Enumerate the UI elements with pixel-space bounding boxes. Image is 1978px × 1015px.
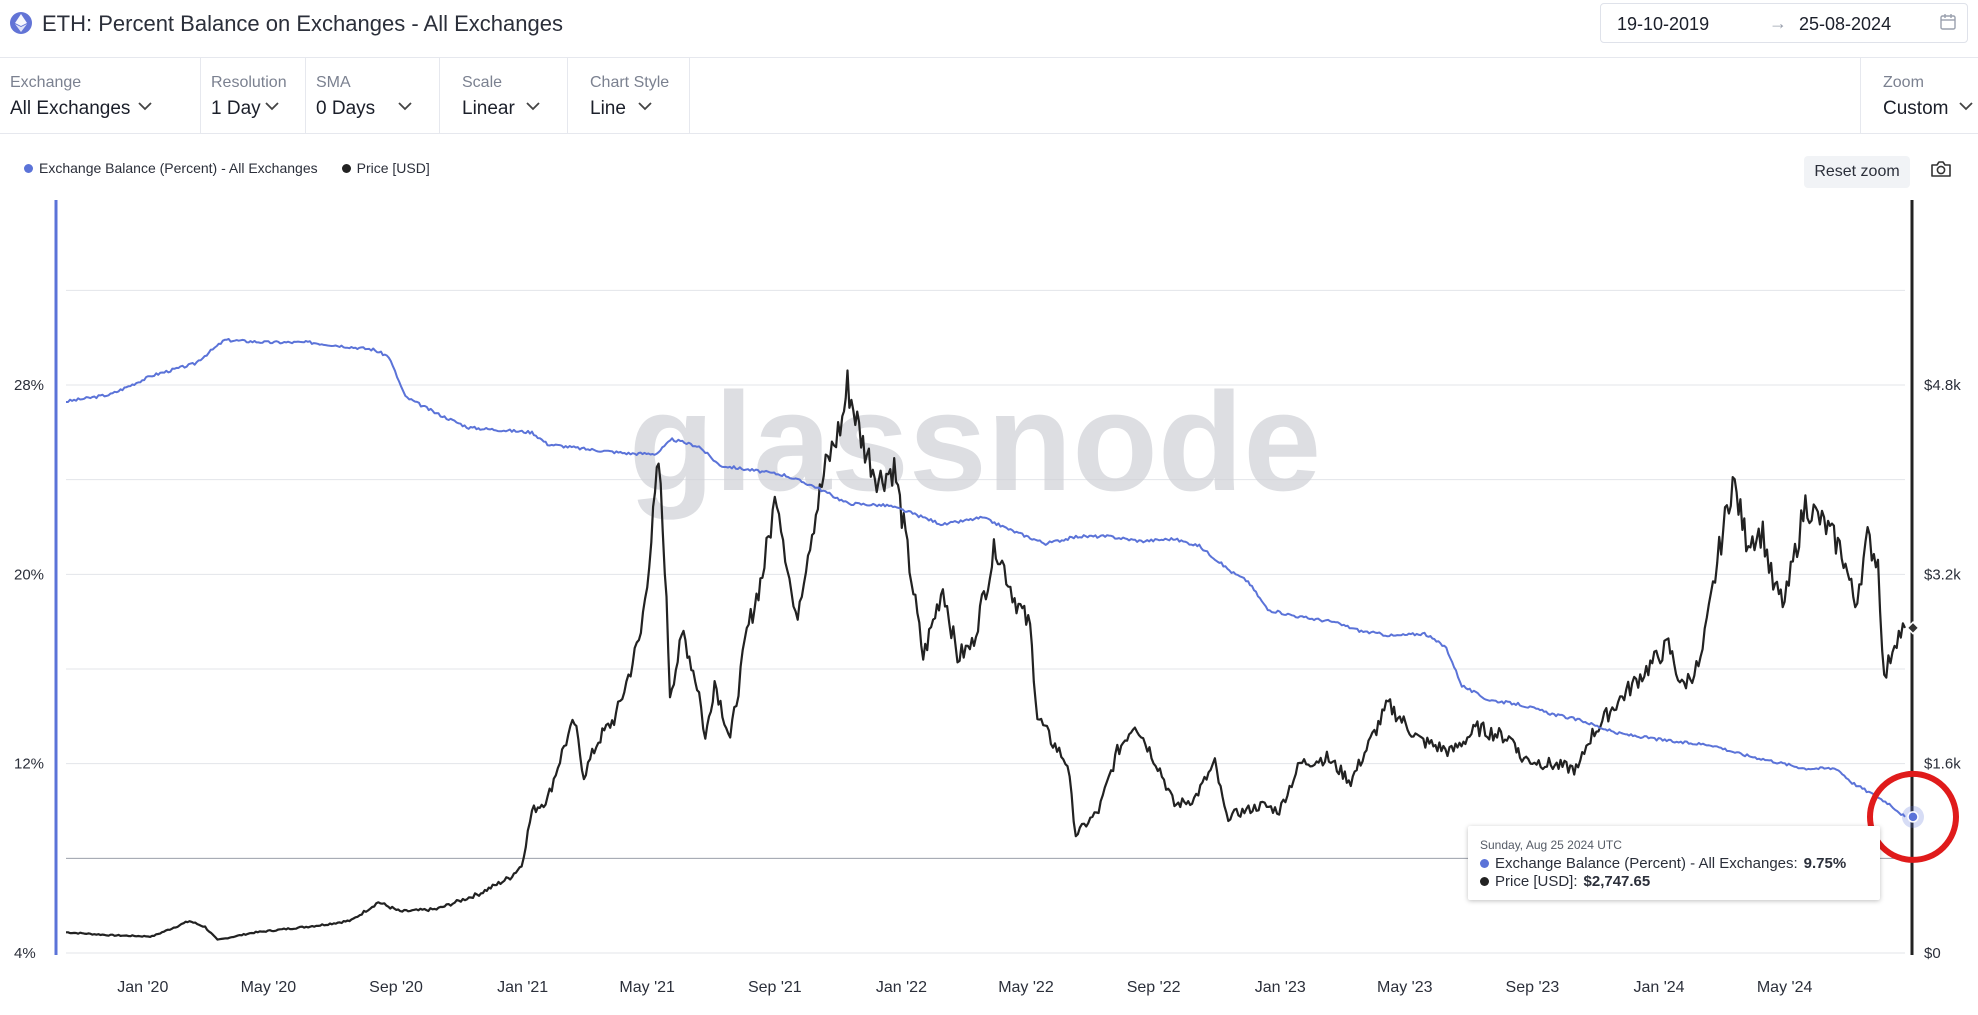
sma-value: 0 Days [316, 98, 376, 119]
exchange-label: Exchange [10, 74, 82, 91]
x-tick-label: May '22 [998, 979, 1054, 996]
scale-label: Scale [462, 74, 503, 91]
resolution-value: 1 Day [211, 98, 261, 119]
header: ETH: Percent Balance on Exchanges - All … [0, 0, 1978, 58]
date-start-input[interactable]: 19-10-2019 [1617, 14, 1710, 34]
balance-end-marker[interactable] [1907, 811, 1919, 823]
x-tick-label: Jan '21 [497, 979, 548, 996]
x-tick-label: Sep '20 [369, 979, 423, 996]
y-left-tick-label: 12% [14, 756, 44, 773]
date-range-picker[interactable]: 19-10-2019 → 25-08-2024 [1600, 3, 1968, 43]
legend-label-balance: Exchange Balance (Percent) - All Exchang… [39, 160, 318, 176]
chevron-down-icon [265, 102, 279, 111]
ethereum-logo-icon [10, 12, 32, 34]
tooltip-row-balance: Exchange Balance (Percent) - All Exchang… [1480, 855, 1868, 872]
zoom-label: Zoom [1883, 74, 1924, 91]
tooltip-price-label: Price [USD]: [1495, 873, 1578, 890]
chevron-down-icon [398, 102, 412, 111]
x-tick-label: Jan '22 [876, 979, 927, 996]
page-title: ETH: Percent Balance on Exchanges - All … [42, 11, 563, 36]
sma-select[interactable]: SMA 0 Days [306, 58, 440, 133]
toolbar: Exchange All Exchanges Resolution 1 Day … [0, 58, 1978, 134]
chevron-down-icon [138, 102, 152, 111]
date-end-input[interactable]: 25-08-2024 [1799, 14, 1892, 34]
x-tick-label: May '20 [241, 979, 297, 996]
y-left-tick-label: 28% [14, 377, 44, 394]
zoom-select[interactable]: Zoom Custom [1860, 58, 1978, 133]
chart-style-label: Chart Style [590, 74, 670, 91]
x-tick-label: Jan '24 [1633, 979, 1684, 996]
chart-style-value: Line [590, 98, 626, 119]
legend-item-balance[interactable]: Exchange Balance (Percent) - All Exchang… [24, 160, 318, 176]
tooltip-price-value: $2,747.65 [1583, 873, 1651, 890]
watermark-text: glassnode [629, 363, 1321, 520]
tooltip-balance-value: 9.75% [1803, 855, 1847, 872]
tooltip-balance-label: Exchange Balance (Percent) - All Exchang… [1495, 855, 1798, 872]
tooltip-row-price: Price [USD]: $2,747.65 [1480, 873, 1868, 890]
legend-item-price[interactable]: Price [USD] [341, 160, 430, 176]
price-end-marker[interactable] [1906, 621, 1920, 635]
legend-label-price: Price [USD] [356, 160, 430, 176]
chevron-down-icon [526, 102, 540, 111]
balance-series-line[interactable] [66, 338, 1906, 818]
x-tick-label: May '23 [1377, 979, 1433, 996]
y-left-tick-label: 4% [14, 945, 36, 962]
tooltip-dot-balance [1480, 859, 1489, 868]
x-tick-label: Jan '23 [1255, 979, 1306, 996]
chart-legend: Exchange Balance (Percent) - All Exchang… [24, 158, 430, 178]
exchange-select[interactable]: Exchange All Exchanges [0, 58, 201, 133]
exchange-value: All Exchanges [10, 98, 131, 119]
camera-icon[interactable] [1930, 160, 1952, 183]
reset-zoom-button[interactable]: Reset zoom [1804, 156, 1910, 188]
tooltip-date: Sunday, Aug 25 2024 UTC [1480, 838, 1622, 852]
chevron-down-icon [1959, 102, 1973, 111]
tooltip-dot-price [1480, 877, 1489, 886]
chart-style-select[interactable]: Chart Style Line [568, 58, 690, 133]
resolution-label: Resolution [211, 74, 287, 91]
x-tick-label: May '21 [619, 979, 675, 996]
x-tick-label: May '24 [1757, 979, 1813, 996]
x-tick-label: Sep '23 [1506, 979, 1560, 996]
y-right-tick-label: $4.8k [1924, 377, 1961, 394]
date-arrow-icon: → [1769, 13, 1787, 33]
x-tick-label: Jan '20 [117, 979, 168, 996]
scale-select[interactable]: Scale Linear [440, 58, 568, 133]
y-left-tick-label: 20% [14, 566, 44, 583]
legend-dot-price [341, 163, 351, 173]
highlight-circle [1867, 770, 1959, 863]
chevron-down-icon [638, 102, 652, 111]
y-right-tick-label: $1.6k [1924, 756, 1961, 773]
resolution-select[interactable]: Resolution 1 Day [201, 58, 306, 133]
price-series-line[interactable] [66, 369, 1907, 941]
y-right-tick-label: $0 [1924, 945, 1941, 962]
chart-tooltip: Sunday, Aug 25 2024 UTC Exchange Balance… [1468, 826, 1880, 900]
scale-value: Linear [462, 98, 515, 119]
calendar-icon[interactable] [1939, 13, 1957, 36]
y-right-tick-label: $3.2k [1924, 566, 1961, 583]
legend-dot-balance [24, 163, 33, 173]
x-tick-label: Sep '21 [748, 979, 802, 996]
chart-canvas[interactable]: glassnode 4% 12% 20% 28% $0 $1.6k $3.2k $4.8k Jan… [0, 190, 1978, 1015]
x-tick-label: Sep '22 [1127, 979, 1181, 996]
sma-label: SMA [316, 74, 351, 91]
zoom-value: Custom [1883, 98, 1949, 119]
